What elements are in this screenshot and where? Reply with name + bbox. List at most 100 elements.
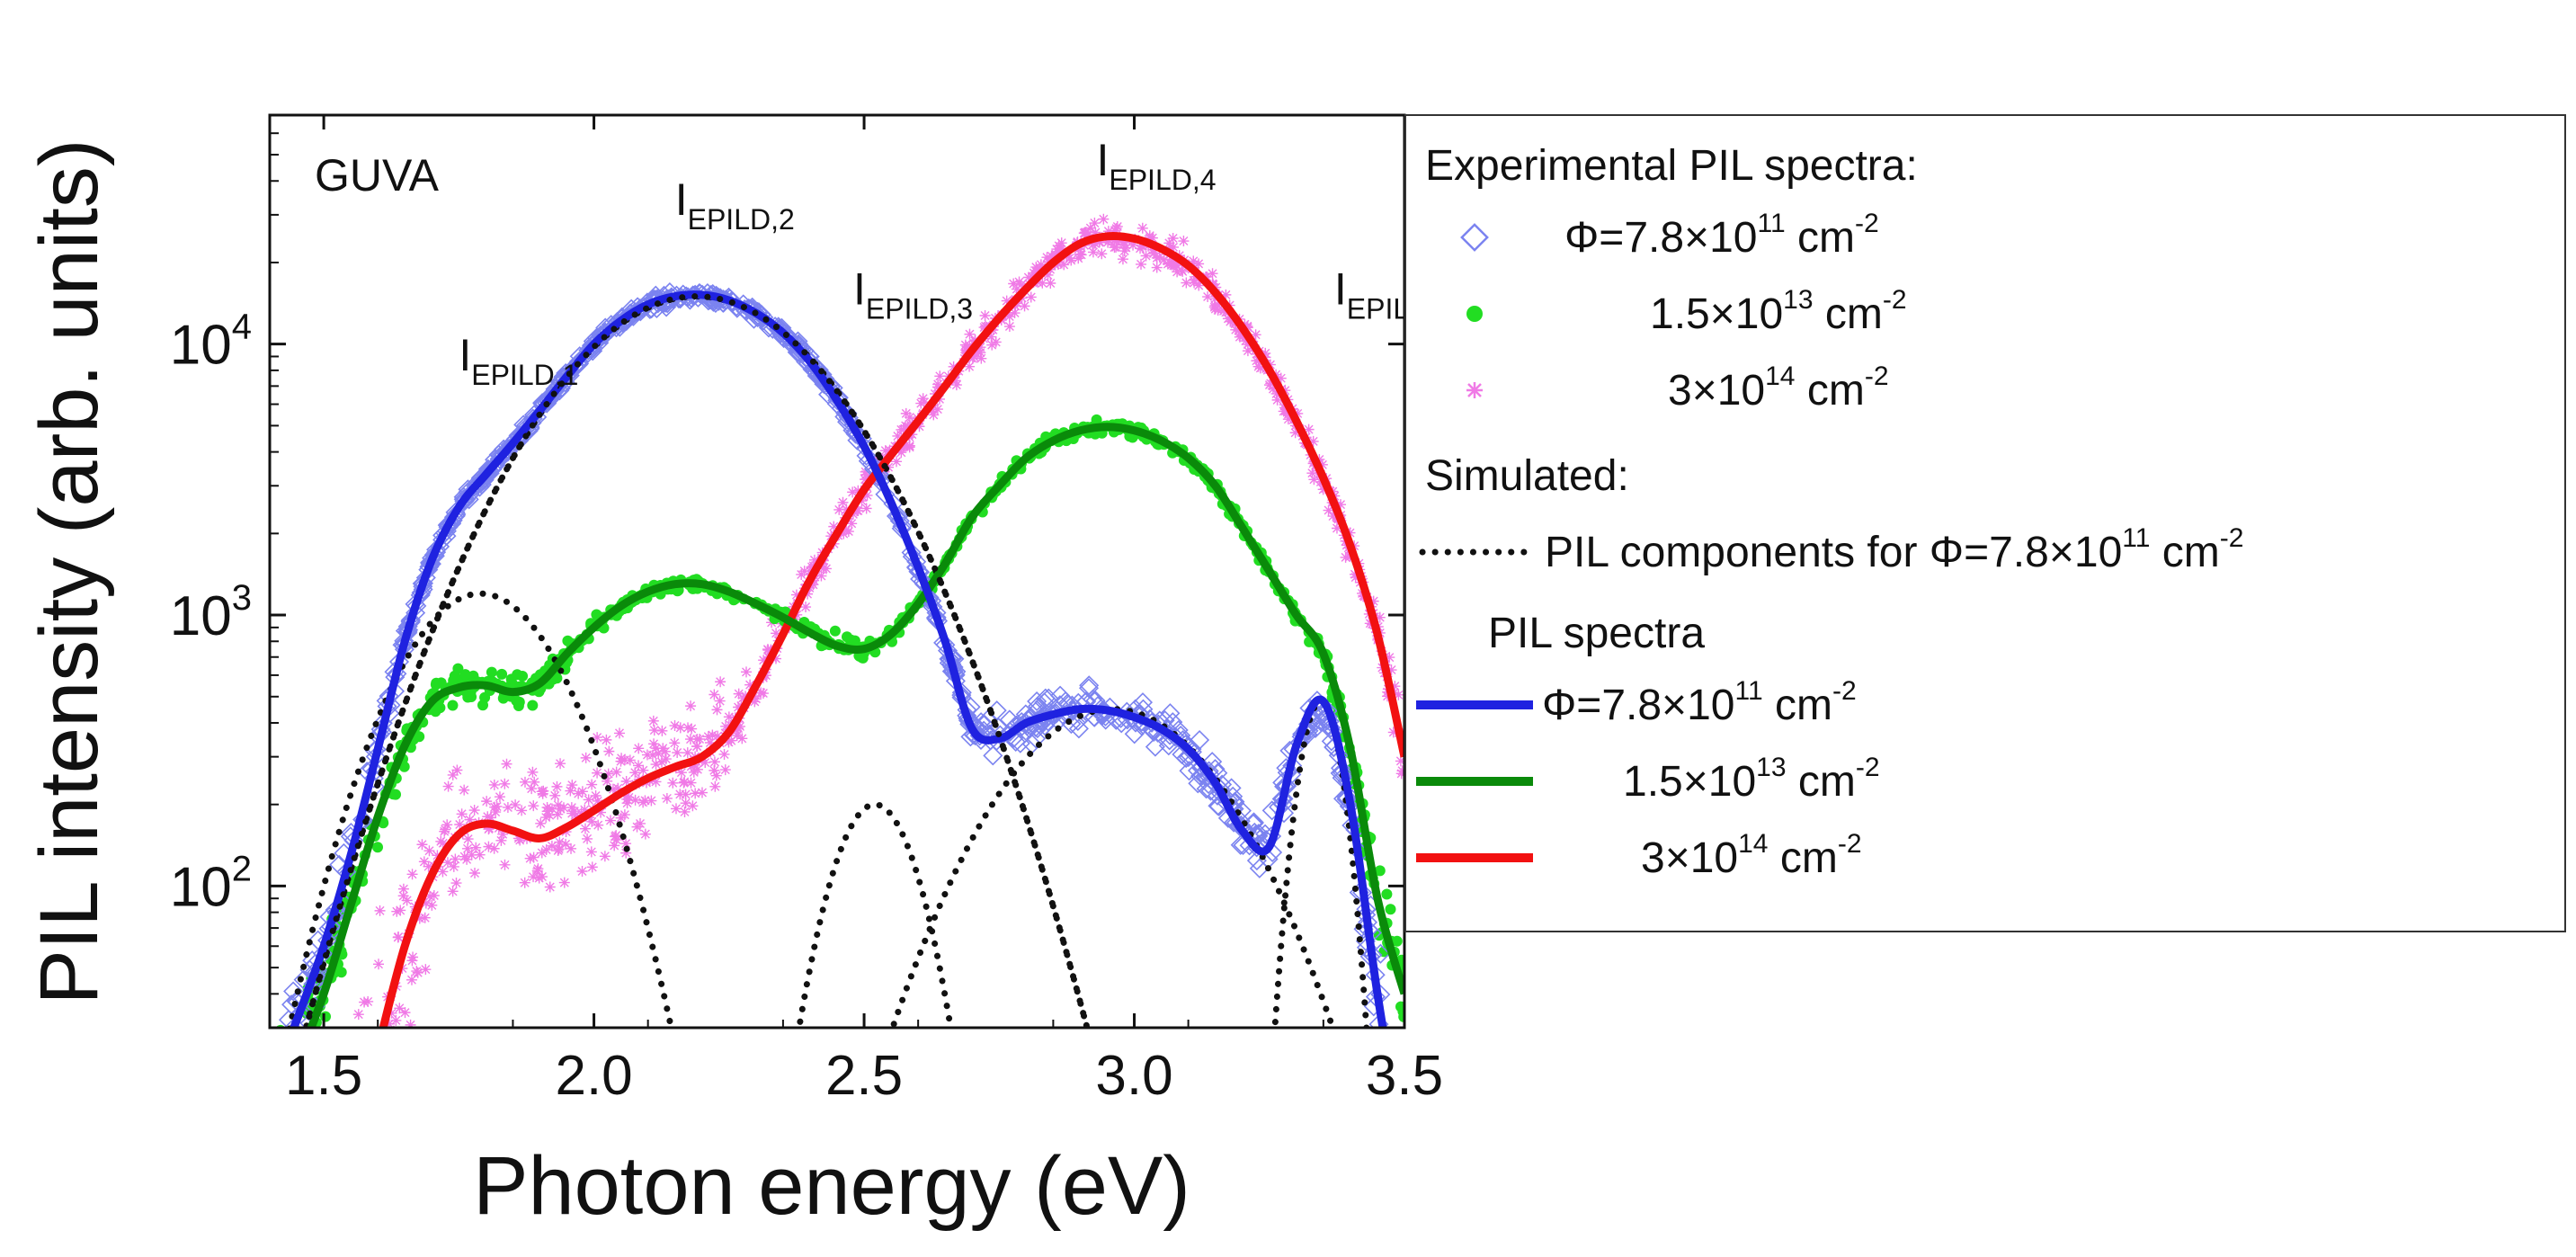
exp-point-pink [646,795,657,807]
exp-point-pink [990,336,1002,348]
exp-point-pink [352,1009,364,1021]
exp-point-pink [428,889,440,901]
exp-point-pink [1306,468,1318,479]
exp-point-pink [1242,345,1253,357]
exp-point-pink [674,722,686,734]
exp-point-pink [1386,664,1397,676]
exp-point-pink [390,1034,401,1045]
exp-point-pink [482,811,494,823]
axis-ticks: 1.5 2.0 2.5 3.0 3.5 102 103 104 [170,114,1443,1107]
exp-point-pink [1395,755,1404,767]
exp-point-pink [1098,213,1110,225]
legend-simulated-header: Simulated: [1425,452,1629,500]
exp-point-pink [1220,307,1232,318]
exp-point-pink [565,785,576,797]
exp-point-pink [609,840,620,851]
exp-point-pink [595,807,607,818]
exp-point-pink [1073,244,1084,255]
exp-point-pink [579,823,591,834]
exp-point-pink [718,748,730,760]
exp-point-pink [1089,218,1101,229]
peak-label: IEPILD,1 [459,330,578,391]
exp-point-pink [680,798,691,809]
exp-point-pink [661,792,673,804]
legend-label: Φ=7.8×1011 cm-2 [1542,676,1857,729]
exp-point-pink [1349,568,1360,580]
exp-point-pink [700,757,711,769]
exp-point-blue [1385,1110,1403,1128]
exp-point-blue [283,981,304,1002]
exp-point-pink [363,1101,374,1111]
exp-point-pink [928,409,940,421]
exp-point-pink [629,794,641,806]
exp-point-pink [1234,331,1245,343]
exp-point-pink [593,819,604,831]
exp-point-blue [1132,692,1154,713]
exp-point-pink [846,518,858,530]
legend-label: 3×1014 cm-2 [1668,361,1889,415]
exp-point-pink [439,825,450,837]
exp-point-pink [639,795,651,807]
exp-point-pink [361,1176,372,1187]
component-I_EPILD,1 [286,590,675,1028]
exp-point-pink [1389,681,1401,692]
exp-point-pink [841,504,852,515]
exp-point-pink [656,725,668,736]
exp-point-pink [1118,239,1129,251]
exp-point-pink [1041,252,1053,263]
exp-point-pink [1323,504,1334,516]
exp-point-green [277,1177,288,1188]
exp-point-pink [528,851,539,863]
exp-point-pink [1163,237,1175,249]
exp-point-pink [538,785,549,797]
exp-point-blue [262,1049,280,1067]
exp-point-pink [483,841,495,852]
exp-point-pink [1009,308,1021,319]
exp-point-pink [1003,311,1015,323]
exp-point-pink [1154,251,1165,263]
exp-point-pink [613,727,625,739]
exp-point-pink [361,1179,371,1190]
exp-point-pink [1212,304,1224,316]
exp-point-pink [502,801,513,813]
exp-point-pink [1073,253,1084,264]
exp-point-pink [790,589,802,601]
exp-point-pink [566,842,577,854]
exp-point-pink [447,886,459,897]
exp-point-pink [686,723,698,735]
exp-point-pink [1307,435,1319,447]
exp-point-pink [856,495,868,506]
exp-point-pink [1240,335,1252,347]
exp-point-green [562,635,574,646]
exp-point-pink [414,913,425,924]
exp-point-pink [755,687,767,699]
exp-point-pink [349,1110,360,1121]
exp-point-pink [1042,269,1054,281]
exp-point-pink [1374,611,1386,623]
exp-point-green [527,700,539,711]
exp-point-pink [1151,252,1163,263]
exp-point-pink [1170,259,1181,271]
exp-point-pink [986,339,998,351]
exp-point-pink [611,766,622,778]
simulated-line-1 [307,423,1404,1028]
exp-point-pink [499,859,511,870]
exp-point-pink [469,868,481,879]
exp-point-pink [1074,248,1086,260]
exp-point-pink [1055,244,1066,255]
exp-point-pink [650,776,662,788]
y-tick-label: 104 [170,308,252,377]
exp-point-green [448,674,459,686]
exp-point-pink [685,700,697,712]
exp-point-pink [441,819,453,831]
exp-point-pink [712,730,724,742]
plot-frame [268,113,1406,1030]
exp-point-pink [366,1030,377,1041]
exp-point-pink [373,1069,384,1080]
exp-point-pink [1250,329,1261,341]
exp-point-pink [655,756,667,768]
exp-point-pink [551,780,563,792]
exp-point-pink [599,851,611,862]
exp-point-green [486,666,497,678]
exp-point-pink [432,850,443,861]
